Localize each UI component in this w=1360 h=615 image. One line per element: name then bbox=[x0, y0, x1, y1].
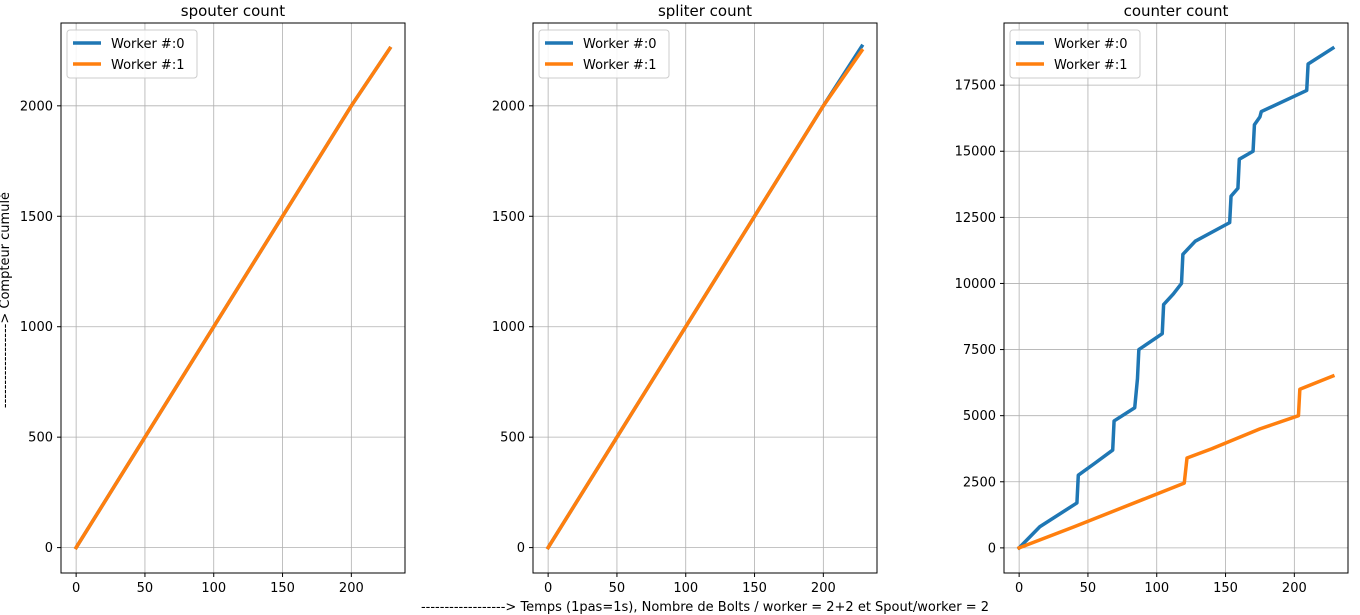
x-tick-label: 50 bbox=[609, 581, 626, 596]
axes-frame bbox=[532, 22, 878, 574]
legend: Worker #:0 Worker #:1 bbox=[1009, 29, 1141, 79]
legend-label-1: Worker #:1 bbox=[111, 58, 184, 73]
y-tick-label: 500 bbox=[28, 431, 53, 446]
chart-title: counter count bbox=[1124, 2, 1229, 20]
series-line-1 bbox=[1016, 373, 1336, 551]
y-tick-label: 12500 bbox=[955, 211, 996, 226]
y-tick-label: 7500 bbox=[963, 343, 996, 358]
legend-label-0: Worker #:0 bbox=[1054, 37, 1127, 52]
y-tick-label: 1500 bbox=[492, 210, 525, 225]
y-tick-label: 0 bbox=[988, 541, 996, 556]
figure-y-axis-label: ------------------> Compteur cumulé bbox=[0, 191, 13, 409]
y-tick-label: 500 bbox=[500, 431, 525, 446]
y-tick-label: 2500 bbox=[963, 475, 996, 490]
y-tick-label: 0 bbox=[517, 541, 525, 556]
series-line-1 bbox=[545, 48, 865, 551]
legend: Worker #:0 Worker #:1 bbox=[538, 29, 670, 79]
axes-frame bbox=[1003, 22, 1349, 574]
x-tick-label: 0 bbox=[1015, 581, 1023, 596]
y-tick-label: 15000 bbox=[955, 145, 996, 160]
y-tick-label: 0 bbox=[45, 541, 53, 556]
x-tick-label: 150 bbox=[1213, 581, 1238, 596]
x-tick-label: 100 bbox=[1144, 581, 1169, 596]
y-tick-label: 1000 bbox=[492, 320, 525, 335]
legend-label-0: Worker #:0 bbox=[111, 37, 184, 52]
y-tick-label: 1500 bbox=[20, 210, 53, 225]
axes-frame bbox=[60, 22, 406, 574]
y-tick-label: 2000 bbox=[20, 99, 53, 114]
x-tick-label: 150 bbox=[270, 581, 295, 596]
x-tick-label: 0 bbox=[72, 581, 80, 596]
series-line-1 bbox=[73, 45, 393, 551]
y-tick-label: 1000 bbox=[20, 320, 53, 335]
y-tick-label: 5000 bbox=[963, 409, 996, 424]
x-tick-label: 100 bbox=[201, 581, 226, 596]
x-tick-label: 100 bbox=[673, 581, 698, 596]
x-tick-label: 200 bbox=[339, 581, 364, 596]
chart-title: spouter count bbox=[181, 2, 286, 20]
x-tick-label: 150 bbox=[742, 581, 767, 596]
y-tick-label: 2000 bbox=[492, 99, 525, 114]
y-tick-label: 17500 bbox=[955, 79, 996, 94]
x-tick-label: 200 bbox=[811, 581, 836, 596]
legend-label-0: Worker #:0 bbox=[583, 37, 656, 52]
series-line-0 bbox=[1016, 45, 1336, 551]
x-tick-label: 200 bbox=[1282, 581, 1307, 596]
legend: Worker #:0 Worker #:1 bbox=[66, 29, 198, 79]
x-tick-label: 50 bbox=[137, 581, 154, 596]
x-tick-label: 0 bbox=[544, 581, 552, 596]
legend-label-1: Worker #:1 bbox=[583, 58, 656, 73]
figure-x-axis-label: ------------------> Temps (1pas=1s), Nom… bbox=[420, 600, 989, 615]
x-tick-label: 50 bbox=[1080, 581, 1097, 596]
chart-title: spliter count bbox=[658, 2, 752, 20]
chart-panel-2: 0 50 100 150 200 0 2500 5000 7500 10000 12500 15000… bbox=[955, 2, 1349, 596]
y-tick-label: 10000 bbox=[955, 277, 996, 292]
legend-label-1: Worker #:1 bbox=[1054, 58, 1127, 73]
